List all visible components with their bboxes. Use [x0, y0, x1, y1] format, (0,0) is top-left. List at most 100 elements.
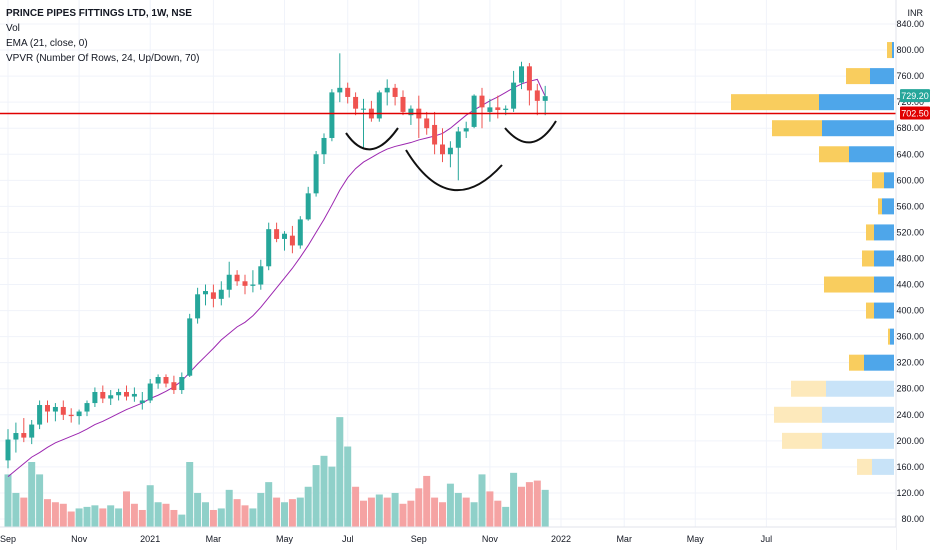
time-tick-label: Nov	[482, 534, 499, 544]
price-tick-label: 320.00	[896, 358, 924, 368]
candle-body	[242, 281, 248, 286]
volume-bar	[249, 508, 257, 527]
candle-body	[274, 229, 280, 239]
vpvr-up-bar	[872, 458, 894, 475]
price-tick-label: 520.00	[896, 227, 924, 237]
vpvr-down-bar	[774, 406, 822, 423]
candle-body	[353, 96, 359, 109]
vpvr-up-bar	[874, 224, 894, 241]
volume-bar	[328, 466, 336, 527]
price-tick-label: 200.00	[896, 436, 924, 446]
volume-bar	[399, 503, 407, 527]
legend-vol[interactable]: Vol	[6, 23, 20, 34]
legend-vpvr[interactable]: VPVR (Number Of Rows, 24, Up/Down, 70)	[6, 53, 200, 64]
candle-body	[76, 411, 82, 417]
volume-bar	[123, 491, 130, 527]
time-tick-label: May	[687, 534, 705, 544]
candle-body	[511, 82, 517, 109]
hline-price-badge	[900, 106, 930, 120]
vpvr-down-bar	[866, 302, 874, 319]
vpvr-up-bar	[826, 380, 894, 397]
candle-body	[329, 92, 335, 138]
candle-body	[282, 233, 287, 239]
candle-body	[92, 391, 98, 404]
price-tick-label: 240.00	[896, 410, 924, 420]
price-tick-label: 600.00	[896, 175, 924, 185]
candle-body	[400, 96, 406, 112]
candle-body	[337, 87, 343, 93]
volume-bar	[91, 505, 99, 527]
candle-body	[321, 137, 327, 155]
volume-bar	[281, 502, 288, 527]
vpvr-up-bar	[874, 302, 894, 319]
volume-bar	[288, 499, 296, 527]
volume-bar	[138, 509, 146, 527]
candle-body	[424, 118, 430, 129]
price-tick-label: 440.00	[896, 280, 924, 290]
volume-bar	[525, 482, 533, 527]
volume-bar	[518, 486, 525, 527]
volume-bar	[194, 492, 202, 527]
price-tick-label: 400.00	[896, 306, 924, 316]
candle-body	[297, 219, 303, 246]
candle-body	[526, 66, 532, 91]
candle-body	[131, 393, 137, 397]
legend-ema[interactable]: EMA (21, close, 0)	[6, 38, 88, 49]
volume-bar	[146, 485, 154, 527]
time-tick-label: Sep	[411, 534, 427, 544]
volume-bar	[478, 474, 486, 527]
candle-body	[542, 96, 548, 101]
vpvr-up-bar	[819, 94, 894, 111]
volume-bar	[541, 489, 549, 527]
volume-bar	[320, 455, 328, 527]
volume-bar	[83, 506, 91, 527]
candle-body	[108, 395, 114, 399]
candle-body	[258, 266, 264, 285]
volume-bar	[312, 465, 320, 527]
vpvr-up-bar	[874, 250, 894, 267]
chart-legend: PRINCE PIPES FITTINGS LTD, 1W, NSE Vol E…	[6, 6, 199, 66]
volume-bar	[446, 483, 454, 527]
volume-bar	[304, 486, 312, 527]
price-tick-label: 800.00	[896, 45, 924, 55]
candle-body	[147, 383, 153, 401]
candle-body	[487, 107, 493, 112]
volume-bar	[439, 502, 446, 527]
time-tick-label: Jul	[342, 534, 354, 544]
volume-bar	[225, 489, 233, 527]
vpvr-up-bar	[884, 172, 894, 189]
hline-price-label: 702.50	[901, 109, 929, 119]
candle-body	[289, 235, 295, 246]
price-tick-label: 120.00	[896, 488, 924, 498]
price-tick-label: 360.00	[896, 332, 924, 342]
candle-body	[179, 377, 185, 391]
volume-bar	[178, 514, 186, 527]
vpvr-down-bar	[887, 42, 892, 59]
volume-bar	[462, 497, 470, 527]
volume-bar	[360, 500, 367, 527]
candle-body	[455, 131, 461, 148]
price-tick-label: 160.00	[896, 462, 924, 472]
vpvr-up-bar	[822, 432, 894, 449]
volume-bar	[510, 472, 518, 527]
symbol-title[interactable]: PRINCE PIPES FITTINGS LTD, 1W, NSE	[6, 8, 192, 19]
volume-bar	[59, 503, 67, 527]
volume-bar	[162, 503, 170, 527]
vpvr-down-bar	[731, 94, 819, 111]
volume-bar	[233, 499, 241, 527]
volume-bar	[502, 506, 510, 527]
candle-body	[37, 405, 43, 425]
volume-bar	[130, 503, 138, 527]
vpvr-down-bar	[866, 224, 874, 241]
vpvr-down-bar	[857, 458, 872, 475]
candle-body	[408, 108, 414, 116]
candle-body	[155, 377, 161, 384]
volume-bar	[257, 492, 265, 527]
price-tick-label: 840.00	[896, 19, 924, 29]
volume-bar	[352, 486, 360, 527]
volume-bar	[431, 497, 439, 527]
pattern-head	[405, 149, 503, 192]
volume-bar	[415, 488, 423, 527]
candle-body	[45, 405, 50, 412]
